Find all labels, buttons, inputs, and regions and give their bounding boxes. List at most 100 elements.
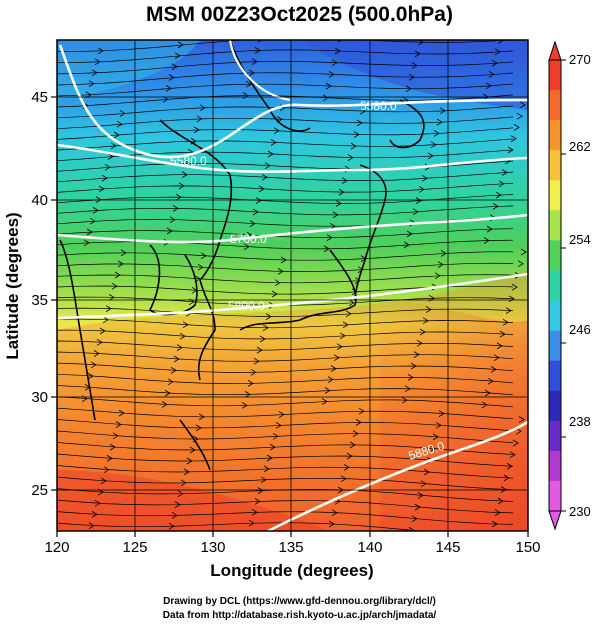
streamline-arrow [105, 305, 112, 312]
streamline [57, 499, 514, 514]
streamline-arrow [357, 266, 364, 274]
streamline [57, 105, 514, 119]
streamline-arrow [161, 401, 168, 408]
x-tick-label: 135 [278, 539, 303, 556]
streamline-arrow [415, 197, 422, 204]
streamline-arrow [506, 462, 513, 470]
streamline-arrow [407, 374, 414, 381]
streamline-arrow [260, 476, 267, 484]
streamline-arrow [422, 317, 429, 325]
streamline-arrow [433, 130, 440, 137]
streamline [57, 385, 514, 396]
streamline-arrow [189, 446, 196, 454]
streamline-arrow [254, 498, 261, 505]
colorbar-segment [549, 120, 561, 151]
y-tick-label: 35 [31, 292, 48, 309]
streamline-arrow [196, 115, 203, 123]
streamline-arrow [430, 141, 437, 149]
streamline-arrow [259, 335, 266, 343]
streamline-arrow [511, 283, 518, 291]
streamline-arrow [113, 131, 120, 139]
colorbar-label: 254 [569, 232, 591, 247]
streamline [57, 83, 514, 97]
streamline-arrow [195, 424, 202, 432]
streamline-arrow [349, 441, 356, 449]
streamline-arrow [171, 63, 178, 71]
streamline-arrow [520, 248, 527, 256]
streamline [57, 205, 514, 216]
streamline-arrow [258, 185, 265, 193]
streamline-arrow [181, 171, 188, 178]
contour-label: 5580.0 [360, 99, 397, 113]
streamline-arrow [267, 150, 274, 158]
streamline-arrow [177, 490, 184, 498]
streamline-arrow [180, 479, 187, 487]
streamline-arrow [182, 321, 189, 329]
streamline-arrow [176, 344, 183, 351]
streamline-arrow [324, 387, 331, 394]
colorbar [548, 40, 562, 531]
streamline [57, 419, 514, 432]
colorbar-segment [549, 330, 561, 362]
streamline-arrow [332, 211, 339, 219]
wind-streamlines [57, 40, 527, 531]
streamline-arrow [94, 499, 101, 507]
streamline-arrow [412, 208, 419, 216]
streamline [57, 274, 514, 284]
streamline-arrow [401, 396, 408, 404]
streamline [57, 127, 514, 140]
contour-5580-north [58, 44, 528, 159]
streamline-arrow [186, 457, 193, 465]
streamline [57, 262, 514, 272]
streamline-arrow [487, 377, 494, 385]
streamline-arrow [88, 522, 95, 529]
streamline-arrow [87, 372, 94, 380]
streamline-arrow [326, 234, 333, 241]
streamline-arrow [321, 398, 328, 405]
height-contours [57, 40, 528, 531]
streamline-arrow [421, 174, 428, 182]
streamline-arrow [491, 59, 498, 67]
streamline-arrow [198, 413, 205, 421]
streamline-arrow [179, 332, 186, 340]
streamline [57, 116, 514, 130]
streamline-arrow [492, 203, 499, 210]
streamline-arrow [263, 465, 270, 473]
streamline-arrow [350, 142, 357, 150]
streamline-arrow [111, 282, 118, 290]
streamline-arrow [106, 455, 113, 462]
streamline-arrow [98, 185, 105, 193]
streamline-arrow [170, 367, 177, 374]
streamline-arrow [352, 430, 359, 437]
streamline [57, 373, 514, 384]
streamline [57, 510, 514, 525]
streamline-arrow [102, 316, 109, 324]
streamline [57, 72, 514, 86]
streamline-arrow [83, 239, 90, 247]
streamline-arrow [175, 193, 182, 201]
streamline-arrow [90, 361, 97, 369]
streamline-arrow [486, 225, 493, 233]
contour-label: 5800.0 [228, 299, 265, 313]
streamline-arrow [330, 365, 337, 372]
y-tick-label: 30 [31, 389, 48, 406]
colorbar-segment [549, 300, 561, 332]
x-axis-label: Longitude (degrees) [210, 561, 373, 580]
streamline-arrow [435, 421, 442, 429]
colorbar-segment [549, 420, 561, 452]
streamline-arrow [414, 50, 421, 58]
streamline-arrow [109, 443, 116, 451]
streamline-arrow [358, 407, 365, 415]
streamline-arrow [501, 169, 508, 176]
streamline-arrow [269, 443, 276, 451]
credit-dcl: Drawing by DCL (https://www.gfd-dennou.o… [163, 596, 436, 607]
streamline-arrow [91, 511, 98, 518]
streamline-arrow [103, 466, 110, 474]
streamline-arrow [183, 468, 190, 476]
streamline-arrow [115, 421, 122, 428]
streamline-arrow [99, 327, 106, 335]
streamline-arrow [88, 80, 95, 88]
map-title: MSM 00Z23Oct2025 (500.0hPa) [146, 3, 453, 26]
streamline-arrow [86, 228, 93, 236]
streamline-arrow [434, 272, 441, 280]
